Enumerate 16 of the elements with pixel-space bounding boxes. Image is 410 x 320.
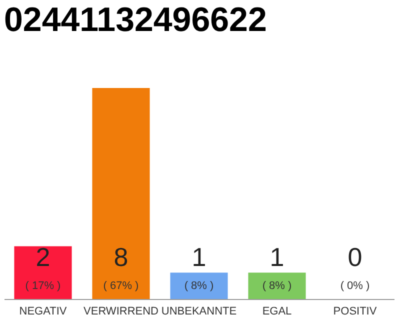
data-label: 0 xyxy=(348,242,362,272)
annotation: ( 0% ) xyxy=(340,280,370,292)
annotation: ( 8% ) xyxy=(262,280,292,292)
annotation: ( 17% ) xyxy=(25,280,61,292)
x-tick-label: POSITIV xyxy=(333,306,378,318)
x-tick-label: UNBEKANNTE xyxy=(161,306,237,318)
data-label: 1 xyxy=(192,242,206,272)
x-tick-label: VERWIRREND xyxy=(84,306,159,318)
annotation: ( 67% ) xyxy=(103,280,139,292)
x-tick-label: EGAL xyxy=(262,306,292,318)
data-label: 8 xyxy=(114,242,128,272)
data-label: 2 xyxy=(36,242,50,272)
x-tick-label: NEGATIV xyxy=(19,306,68,318)
data-label: 1 xyxy=(270,242,284,272)
annotation: ( 8% ) xyxy=(184,280,214,292)
chart-title: 02441132496622 xyxy=(4,1,267,39)
